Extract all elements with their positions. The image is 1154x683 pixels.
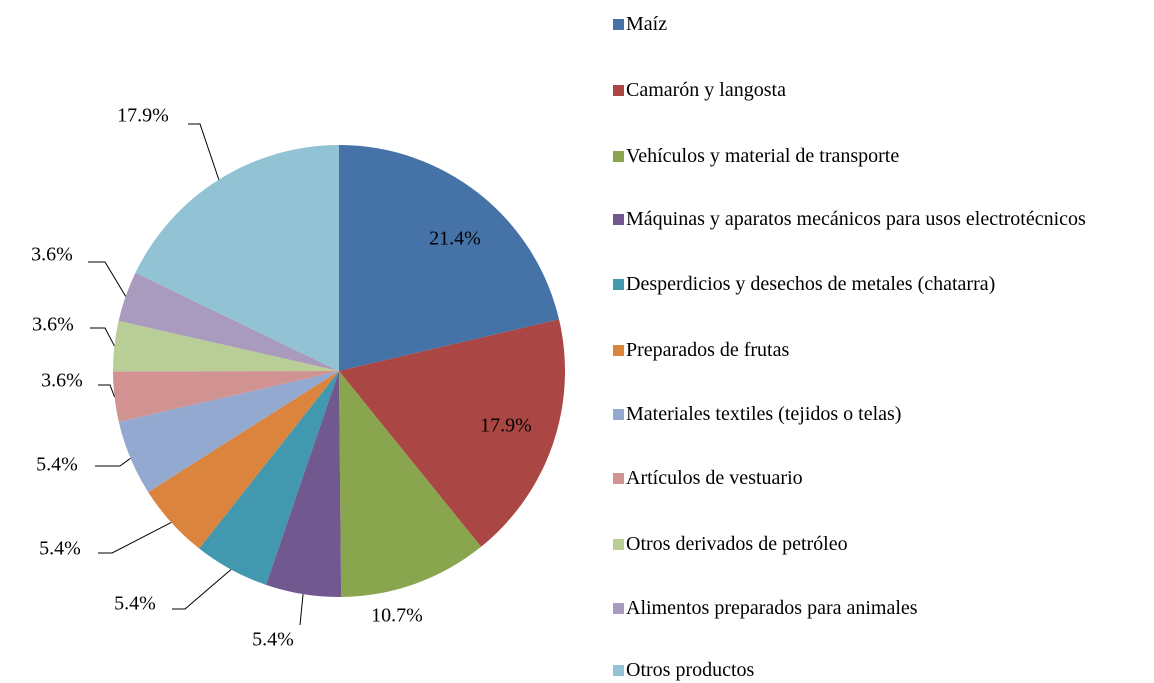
legend-swatch xyxy=(613,473,624,484)
legend-label: Desperdicios y desechos de metales (chat… xyxy=(626,273,996,295)
pie-slice xyxy=(112,320,339,372)
pie-slice xyxy=(118,272,339,371)
data-label: 5.4% xyxy=(39,538,81,560)
pie-slice xyxy=(339,371,482,597)
legend-label: Alimentos preparados para animales xyxy=(626,597,918,619)
data-label: 17.9% xyxy=(117,105,169,127)
legend-swatch xyxy=(613,665,624,676)
legend-swatch xyxy=(613,409,624,420)
legend-item: Máquinas y aparatos mecánicos para usos … xyxy=(613,207,1103,232)
legend-label: Artículos de vestuario xyxy=(626,467,803,489)
data-label: 5.4% xyxy=(114,593,156,615)
data-label: 3.6% xyxy=(31,244,73,266)
legend-label: Máquinas y aparatos mecánicos para usos … xyxy=(626,208,1086,230)
legend-item: Alimentos preparados para animales xyxy=(613,596,918,621)
legend-item: Otros productos xyxy=(613,658,754,683)
pie-slice xyxy=(199,371,339,585)
pie-slice xyxy=(135,144,339,371)
leader-line xyxy=(90,327,115,347)
data-label: 3.6% xyxy=(41,370,83,392)
legend-item: Camarón y langosta xyxy=(613,78,786,103)
leader-line xyxy=(172,569,232,610)
legend-item: Materiales textiles (tejidos o telas) xyxy=(613,402,901,427)
legend-label: Materiales textiles (tejidos o telas) xyxy=(626,403,902,425)
pie-slice xyxy=(339,145,560,371)
leader-line xyxy=(95,457,131,467)
legend-swatch xyxy=(613,539,624,550)
pie-slice xyxy=(113,371,339,422)
legend-item: Otros derivados de petróleo xyxy=(613,532,848,557)
data-label: 21.4% xyxy=(429,228,481,250)
legend-swatch xyxy=(613,603,624,614)
pie-slice xyxy=(339,319,566,547)
data-label: 3.6% xyxy=(32,314,74,336)
legend-swatch xyxy=(613,151,624,162)
pie-area: 21.4% 17.9% 10.7% 5.4% 5.4% 5.4% 5.4% 3.6% 3.6% 3… xyxy=(31,105,566,651)
pie-slice xyxy=(266,371,342,597)
leader-line xyxy=(188,123,220,180)
legend-swatch xyxy=(613,345,624,356)
legend-label: Otros derivados de petróleo xyxy=(626,533,848,555)
leader-line xyxy=(98,522,172,554)
legend-swatch xyxy=(613,19,624,30)
legend-item: Maíz xyxy=(613,12,667,37)
data-label: 17.9% xyxy=(480,415,532,437)
legend-label: Vehículos y material de transporte xyxy=(626,145,900,167)
leader-line xyxy=(299,594,304,626)
legend-label: Otros productos xyxy=(626,659,755,681)
data-label: 5.4% xyxy=(252,629,294,651)
legend-label: Camarón y langosta xyxy=(626,79,786,101)
pie-slice xyxy=(118,371,340,493)
legend-swatch xyxy=(613,214,624,225)
pie-slice xyxy=(148,371,339,549)
legend-item: Vehículos y material de transporte xyxy=(613,144,899,169)
leader-line xyxy=(98,384,115,397)
legend-swatch xyxy=(613,85,624,96)
legend-label: Preparados de frutas xyxy=(626,339,790,361)
legend-label: Maíz xyxy=(626,13,668,35)
legend-item: Artículos de vestuario xyxy=(613,466,803,491)
data-label: 5.4% xyxy=(36,454,78,476)
legend-swatch xyxy=(613,279,624,290)
data-label: 10.7% xyxy=(371,605,423,627)
legend-item: Preparados de frutas xyxy=(613,338,789,363)
leader-line xyxy=(88,261,127,297)
legend-item: Desperdicios y desechos de metales (chat… xyxy=(613,272,995,297)
